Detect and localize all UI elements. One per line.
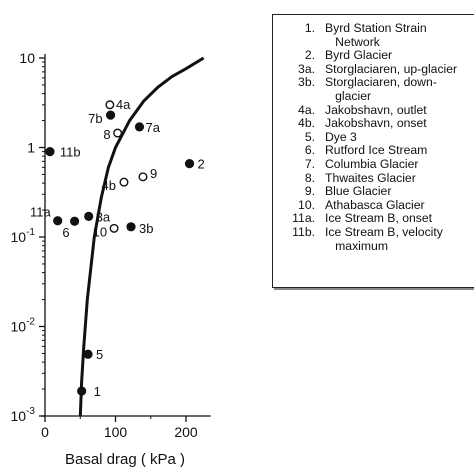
legend-number: 8. [304, 170, 315, 185]
legend-item: 6. Rutford Ice Stream [273, 144, 474, 158]
point-9 [138, 172, 148, 182]
point-label-1: 1 [94, 384, 101, 399]
point-2 [184, 159, 195, 169]
point-6 [70, 216, 80, 226]
point-label-3a: 3a [96, 209, 111, 224]
legend-item: 11a. Ice Stream B, onset [273, 212, 474, 226]
legend-item: 7. Columbia Glacier [273, 156, 474, 172]
point-4b [119, 177, 129, 187]
point-11a [53, 216, 63, 226]
legend-item: 9. Blue Glacier [273, 185, 474, 199]
point-8 [113, 128, 123, 138]
legend-text: Storglaciaren, down- glacier [325, 75, 437, 103]
point-label-3b: 3b [139, 221, 153, 236]
y-tick-label: 10-1 [11, 227, 36, 245]
point-3a [84, 211, 94, 221]
point-label-4a: 4a [116, 97, 131, 112]
axes: 10 1 10-1 10-2 10-3 0 100 200 [11, 50, 211, 440]
legend-item: 1. Byrd Station Strain Network [273, 21, 474, 49]
legend-text: Ice Stream B, velocity maximum [325, 224, 443, 253]
legend-text: Thwaites Glacier [325, 170, 416, 185]
legend: 1. Byrd Station Strain Network 2. Byrd Glac… [272, 14, 474, 288]
x-tick-label: 0 [41, 424, 49, 440]
point-label-7b: 7b [88, 111, 102, 126]
legend-item: 5. Dye 3 [273, 129, 474, 145]
x-tick-label: 200 [174, 424, 198, 440]
legend-text: Byrd Glacier [325, 48, 393, 63]
legend-text: Rutford Ice Stream [325, 143, 428, 158]
y-tick-label: 1 [27, 140, 35, 156]
point-5 [83, 349, 93, 359]
legend-item: 4a. Jakobshavn, outlet [273, 102, 474, 118]
legend-number: 11b. [292, 224, 315, 239]
data-points: 1 2 3a 3b 4a 4b 5 6 7a 7b8 9 10 11a 11b [30, 97, 205, 399]
legend-item: 4b. Jakobshavn, onset [273, 117, 474, 131]
legend-number: 3a. [298, 61, 315, 76]
point-1 [77, 386, 87, 396]
legend-number: 3b. [298, 75, 315, 90]
legend-item: 8. Thwaites Glacier [273, 170, 474, 186]
legend-number: 4a. [298, 102, 315, 117]
point-label-11a: 11a [30, 205, 51, 220]
legend-text: Jakobshavn, onset [325, 116, 427, 131]
point-3b [126, 222, 136, 232]
legend-text: Storglaciaren, up-glacier [325, 61, 458, 76]
legend-number: 4b. [298, 116, 315, 131]
legend-text: Athabasca Glacier [325, 197, 425, 212]
y-tick-label: 10 [19, 50, 35, 66]
legend-text: Blue Glacier [325, 184, 392, 199]
legend-item: 3b. Storglaciaren, down- glacier [273, 76, 474, 103]
legend-number: 2. [304, 48, 315, 63]
legend-text: Byrd Station Strain Network [325, 21, 427, 49]
legend-number: 10. [298, 197, 315, 212]
point-label-2: 2 [198, 157, 205, 172]
y-tick-label: 10-3 [11, 406, 36, 424]
legend-number: 9. [304, 184, 315, 199]
point-label-9: 9 [150, 166, 157, 181]
legend-list: 1. Byrd Station Strain Network 2. Byrd Glac… [273, 15, 474, 253]
legend-number: 11a. [292, 211, 315, 226]
legend-text: Columbia Glacier [325, 156, 419, 171]
x-tick-label: 100 [104, 424, 128, 440]
trend-curve [78, 56, 205, 417]
point-4a [105, 100, 115, 110]
point-7a [134, 122, 145, 132]
x-axis-label: Basal drag ( kPa ) [65, 451, 185, 468]
legend-text: Jakobshavn, outlet [325, 102, 427, 117]
point-label-5: 5 [96, 347, 103, 362]
point-label-7a: 7a [145, 120, 160, 135]
legend-item: 10. Athabasca Glacier [273, 197, 474, 213]
legend-text: Dye 3 [325, 129, 357, 144]
legend-item: 3a. Storglaciaren, up-glacier [273, 61, 474, 77]
point-label-6: 6 [62, 225, 69, 240]
legend-number: 5. [304, 129, 315, 144]
point-11b [45, 146, 55, 157]
point-10 [109, 223, 119, 233]
point-label-11b: 11b [60, 145, 81, 160]
legend-number: 6. [304, 143, 315, 158]
y-tick-label: 10-2 [11, 317, 36, 335]
legend-item: 2. Byrd Glacier [273, 49, 474, 63]
legend-number: 1. [304, 21, 315, 35]
point-label-4b: 4b [101, 178, 115, 193]
point-label-10: 10 [93, 224, 107, 239]
legend-text: Ice Stream B, onset [325, 211, 433, 226]
legend-item: 11b. Ice Stream B, velocity maximum [273, 224, 474, 253]
legend-number: 7. [304, 156, 315, 171]
point-label-8: 8 [103, 127, 110, 142]
point-7b [105, 110, 116, 120]
